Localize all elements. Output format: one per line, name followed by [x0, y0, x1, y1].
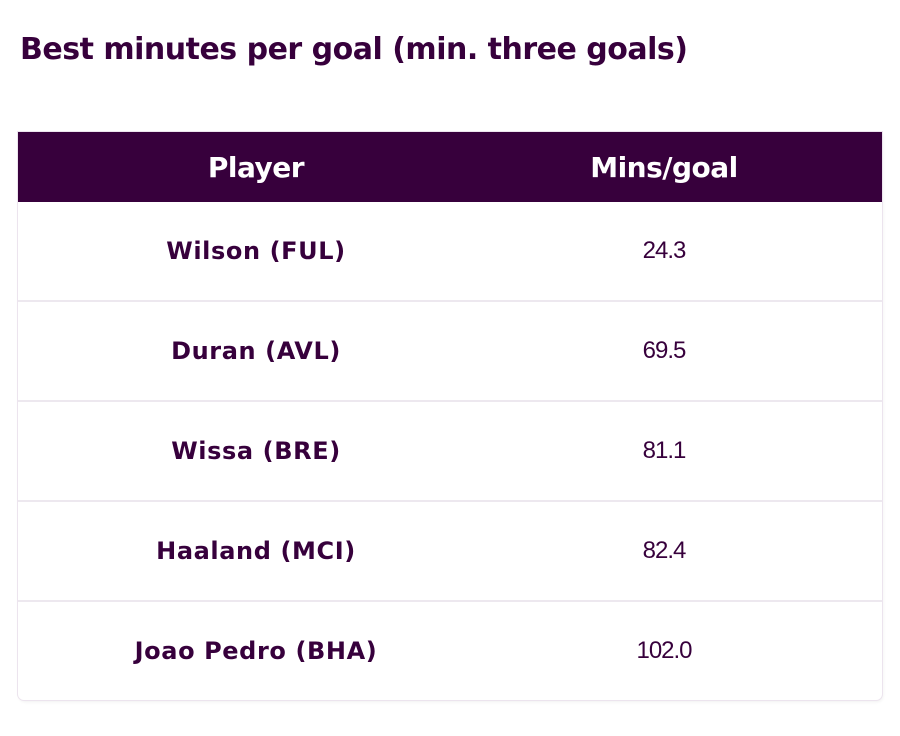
- table-header: Player Mins/goal: [18, 132, 882, 202]
- table-row: Wilson (FUL) 24.3: [18, 202, 882, 302]
- table-row: Haaland (MCI) 82.4: [18, 502, 882, 602]
- mins-per-goal-cell: 81.1: [642, 437, 687, 464]
- page-title: Best minutes per goal (min. three goals): [20, 32, 688, 67]
- table-row: Wissa (BRE) 81.1: [18, 402, 882, 502]
- player-cell: Duran (AVL): [171, 337, 341, 365]
- column-header-mins-per-goal: Mins/goal: [590, 150, 738, 184]
- column-header-player: Player: [207, 150, 305, 184]
- stats-table: Player Mins/goal Wilson (FUL) 24.3 Duran…: [18, 132, 882, 700]
- table-row: Duran (AVL) 69.5: [18, 302, 882, 402]
- player-cell: Haaland (MCI): [156, 537, 356, 565]
- player-cell: Joao Pedro (BHA): [134, 637, 378, 665]
- table-row: Joao Pedro (BHA) 102.0: [18, 602, 882, 700]
- player-cell: Wilson (FUL): [166, 237, 346, 265]
- mins-per-goal-cell: 69.5: [642, 337, 687, 364]
- mins-per-goal-cell: 82.4: [642, 537, 687, 564]
- player-cell: Wissa (BRE): [171, 437, 341, 465]
- mins-per-goal-cell: 24.3: [642, 237, 687, 264]
- mins-per-goal-cell: 102.0: [636, 637, 692, 664]
